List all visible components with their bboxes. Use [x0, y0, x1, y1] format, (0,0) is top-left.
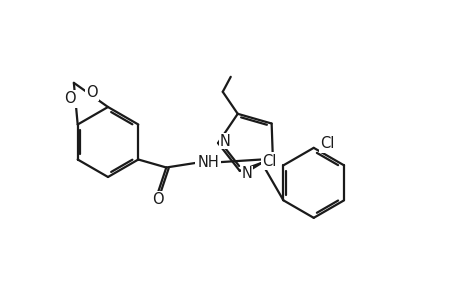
Text: NH: NH	[197, 155, 218, 170]
Text: N: N	[219, 134, 230, 148]
Text: Cl: Cl	[320, 136, 334, 151]
Text: Cl: Cl	[262, 154, 276, 169]
Text: N: N	[241, 166, 252, 181]
Text: O: O	[64, 91, 76, 106]
Text: O: O	[152, 192, 164, 207]
Text: O: O	[86, 85, 97, 100]
Text: O: O	[64, 91, 76, 106]
